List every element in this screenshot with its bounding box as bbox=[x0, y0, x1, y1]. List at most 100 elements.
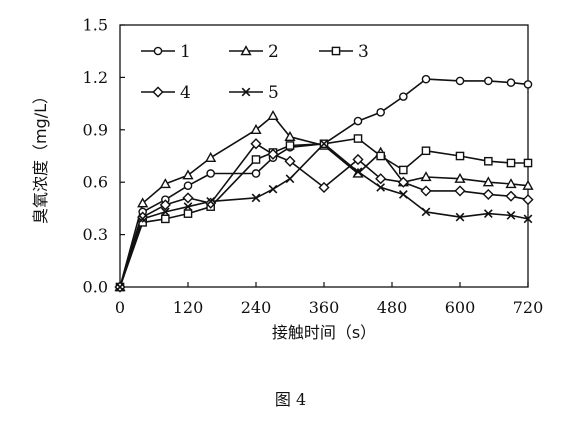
series-4-point bbox=[454, 185, 466, 197]
series-4-point bbox=[397, 176, 409, 188]
series-2-point bbox=[420, 171, 432, 182]
series-1-point bbox=[421, 74, 431, 84]
y-tick-label: 0.0 bbox=[83, 278, 108, 297]
y-tick-label: 1.2 bbox=[83, 68, 108, 87]
plot-frame bbox=[119, 24, 529, 288]
series-1-point bbox=[523, 80, 533, 89]
series-4-point bbox=[267, 148, 279, 160]
series-1-point bbox=[484, 76, 493, 86]
legend-4-marker bbox=[152, 86, 164, 98]
series-2-point bbox=[159, 178, 171, 189]
series-3-point bbox=[376, 151, 385, 161]
series-4-point bbox=[352, 153, 364, 166]
legend-3-label: 3 bbox=[358, 42, 369, 62]
series-4-point bbox=[205, 197, 217, 209]
series-2-point bbox=[284, 130, 296, 142]
series-5-point bbox=[138, 214, 148, 224]
series-2-point bbox=[205, 151, 217, 162]
x-tick-label: 480 bbox=[377, 298, 408, 317]
legend-1-label: 1 bbox=[180, 42, 191, 62]
y-axis-ticks: 0.0 0.3 0.6 0.9 1.2 1.5 bbox=[83, 16, 125, 297]
x-axis-ticks: 0 120 240 360 480 600 720 bbox=[115, 282, 543, 317]
series-2-point bbox=[137, 197, 149, 208]
y-tick-label: 0.9 bbox=[83, 120, 108, 139]
series-1-point bbox=[399, 92, 408, 101]
series-5-point bbox=[115, 282, 125, 292]
series-5-point bbox=[483, 209, 493, 219]
series-3-point bbox=[421, 146, 431, 156]
series-5-point bbox=[183, 202, 193, 212]
y-tick-label: 0.6 bbox=[83, 173, 108, 192]
x-tick-label: 240 bbox=[241, 298, 272, 317]
series-4-point bbox=[250, 138, 262, 150]
legend-5-marker bbox=[241, 87, 251, 97]
series-3-point bbox=[455, 151, 465, 161]
series-2-point bbox=[267, 109, 279, 121]
x-tick-label: 120 bbox=[173, 298, 204, 317]
series-2-point bbox=[250, 123, 262, 135]
series-2-point bbox=[454, 172, 466, 183]
series-1-point bbox=[206, 169, 215, 178]
series-5-point bbox=[268, 184, 278, 194]
series-1-point bbox=[376, 108, 385, 117]
legend-1-marker bbox=[153, 46, 163, 56]
series-1-point bbox=[455, 76, 465, 86]
series-5-point bbox=[455, 212, 465, 222]
series-4-point bbox=[182, 192, 194, 204]
series-2-point bbox=[505, 178, 517, 189]
series-3-point bbox=[251, 155, 261, 164]
legend-4-label: 4 bbox=[180, 83, 191, 103]
x-tick-label: 600 bbox=[445, 298, 476, 317]
figure-caption: 图 4 bbox=[274, 390, 307, 409]
x-axis-title: 接触时间（s） bbox=[272, 323, 376, 342]
legend-2-marker bbox=[240, 45, 252, 56]
series-1-point bbox=[506, 78, 516, 87]
series-5-point bbox=[376, 183, 386, 192]
series-5-point bbox=[523, 214, 533, 224]
legend-2-label: 2 bbox=[268, 42, 279, 62]
y-axis-title: 臭氧浓度（mg/L） bbox=[31, 88, 50, 224]
series-3-point bbox=[161, 214, 170, 224]
series-5-point bbox=[421, 207, 431, 217]
series-2-point bbox=[182, 169, 194, 180]
series-2-point bbox=[482, 176, 494, 187]
series-3-point bbox=[523, 158, 533, 168]
x-tick-label: 0 bbox=[115, 298, 125, 317]
series-1-point bbox=[183, 181, 193, 190]
legend: 1 2 3 4 5 bbox=[141, 42, 369, 103]
series-3-line bbox=[119, 137, 528, 288]
legend-3-marker bbox=[331, 46, 341, 56]
series-5-point bbox=[285, 174, 295, 184]
series-4-point bbox=[420, 185, 432, 197]
series-5-point bbox=[206, 197, 216, 206]
series-4-point bbox=[505, 190, 517, 202]
series-3-point bbox=[399, 165, 408, 175]
series-4-point bbox=[159, 199, 171, 211]
series-4-point bbox=[284, 155, 296, 167]
series-3-point bbox=[506, 158, 516, 168]
series-3-point bbox=[183, 209, 193, 218]
legend-5-label: 5 bbox=[268, 83, 279, 103]
series-markers bbox=[114, 74, 534, 293]
series-3-point bbox=[285, 141, 295, 150]
series-2-point bbox=[522, 179, 534, 190]
series-1-point bbox=[251, 169, 261, 178]
series-3-point bbox=[484, 156, 493, 166]
series-5-point bbox=[353, 167, 363, 177]
series-3-point bbox=[353, 134, 363, 143]
series-5-point bbox=[251, 193, 261, 203]
series-5-point bbox=[319, 139, 329, 149]
series-5-point bbox=[398, 190, 408, 199]
y-tick-label: 1.5 bbox=[83, 16, 108, 35]
x-tick-label: 360 bbox=[309, 298, 340, 317]
series-5-point bbox=[506, 211, 516, 220]
y-tick-label: 0.3 bbox=[83, 225, 108, 244]
series-1-point bbox=[353, 116, 363, 126]
x-tick-label: 720 bbox=[513, 298, 544, 317]
series-5-point bbox=[160, 207, 170, 217]
series-4-point bbox=[482, 188, 494, 201]
series-4-point bbox=[522, 194, 534, 206]
series-4-point bbox=[318, 181, 330, 194]
series-4-point bbox=[375, 173, 387, 185]
